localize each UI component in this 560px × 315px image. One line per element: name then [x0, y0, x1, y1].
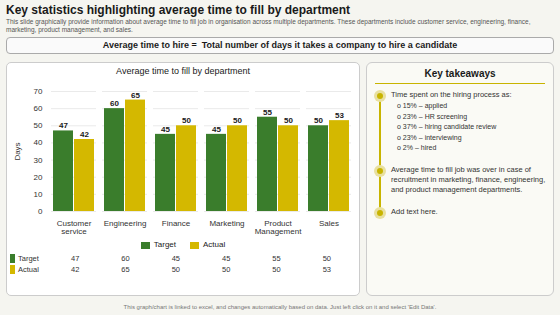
svg-text:50: 50 — [34, 121, 43, 130]
html-text:65: 65 — [121, 265, 130, 274]
svg-text:Sales: Sales — [319, 219, 339, 228]
html-text:Actual: Actual — [18, 265, 39, 274]
html-text:Target: Target — [18, 254, 39, 263]
html-text:Add text here.: Add text here. — [391, 206, 438, 216]
svg-text:50: 50 — [284, 116, 293, 125]
svg-text:42: 42 — [80, 130, 89, 139]
html-text:55: 55 — [272, 254, 281, 263]
html-text:53: 53 — [322, 265, 331, 274]
html-text:Target: Target — [153, 240, 176, 249]
html-text:Key statistics highlighting av: Key statistics highlighting average time… — [6, 3, 351, 17]
html-text:o 2% – hired: o 2% – hired — [397, 144, 437, 151]
svg-text:ProductManagement: ProductManagement — [255, 219, 302, 236]
svg-text:Engineering: Engineering — [104, 219, 147, 228]
html-text:Average time to hire = Total n: Average time to hire = Total number of d… — [102, 40, 458, 50]
svg-text:50: 50 — [182, 116, 191, 125]
html-text:50: 50 — [272, 265, 281, 274]
html-text:47: 47 — [71, 254, 80, 263]
svg-text:50: 50 — [314, 116, 323, 125]
svg-text:60: 60 — [110, 99, 119, 108]
svg-text:65: 65 — [131, 91, 140, 100]
svg-text:47: 47 — [59, 121, 68, 130]
html-text:45: 45 — [171, 254, 180, 263]
html-text:o 23% – interviewing: o 23% – interviewing — [397, 133, 462, 141]
html-text:This graph/chart is linked to: This graph/chart is linked to excel, and… — [123, 304, 437, 310]
html-text:This slide graphically provide: This slide graphically provide informati… — [6, 18, 531, 33]
html-text:45: 45 — [222, 254, 231, 263]
svg-text:Marketing: Marketing — [209, 219, 244, 228]
html-text:50: 50 — [222, 265, 231, 274]
svg-text:70: 70 — [34, 87, 43, 96]
svg-text:45: 45 — [212, 125, 221, 134]
svg-text:50: 50 — [233, 116, 242, 125]
html-text:Average time to fill by depart: Average time to fill by department — [116, 66, 250, 76]
html-text:50: 50 — [322, 254, 331, 263]
svg-text:30: 30 — [34, 156, 43, 165]
svg-text:0: 0 — [38, 207, 43, 216]
html-text:Average time to fill job was o: Average time to fill job was over in cas… — [391, 164, 546, 194]
svg-text:10: 10 — [34, 190, 43, 199]
svg-text:20: 20 — [34, 173, 43, 182]
html-text:60: 60 — [121, 254, 130, 263]
html-text:o 23% – HR screening: o 23% – HR screening — [397, 112, 467, 120]
html-text:Key takeaways: Key takeaways — [424, 68, 496, 79]
svg-text:55: 55 — [263, 108, 272, 117]
svg-text:Finance: Finance — [162, 219, 191, 228]
html-text:o 15% – applied: o 15% – applied — [397, 102, 448, 109]
svg-text:Days: Days — [13, 142, 22, 160]
svg-text:53: 53 — [335, 111, 344, 120]
svg-text:Customerservice: Customerservice — [57, 219, 92, 236]
svg-text:40: 40 — [34, 138, 43, 147]
html-text:42: 42 — [71, 265, 80, 274]
html-text:o 37% – hiring candidate revie: o 37% – hiring candidate review — [397, 123, 497, 130]
svg-text:45: 45 — [161, 125, 170, 134]
svg-text:60: 60 — [34, 104, 43, 113]
html-text:Actual: Actual — [203, 240, 226, 249]
html-text:Time spent on the hiring proce: Time spent on the hiring process as: — [391, 90, 512, 99]
html-text:50: 50 — [171, 265, 180, 274]
